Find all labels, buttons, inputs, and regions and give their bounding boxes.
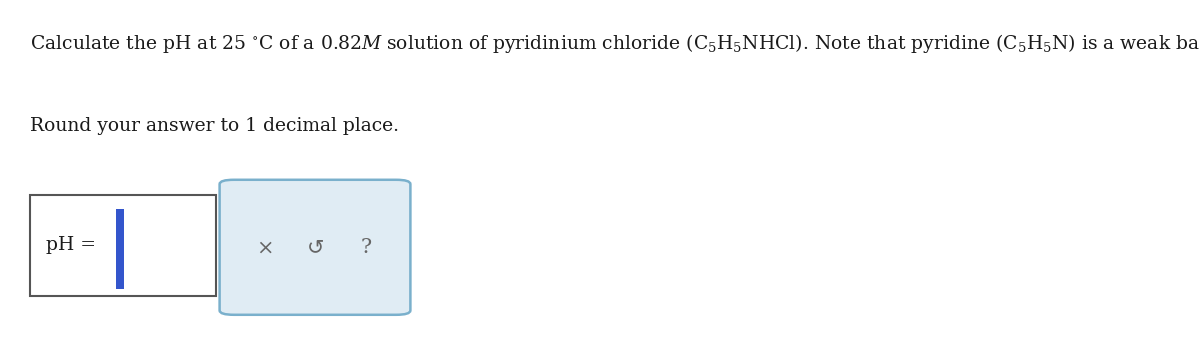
Text: ?: ?: [360, 238, 372, 257]
Text: Round your answer to 1 decimal place.: Round your answer to 1 decimal place.: [30, 117, 398, 135]
FancyBboxPatch shape: [116, 209, 124, 289]
Text: $\times$: $\times$: [256, 237, 272, 257]
Text: pH =: pH =: [46, 236, 102, 255]
Text: ↺: ↺: [307, 237, 324, 257]
FancyBboxPatch shape: [30, 195, 216, 296]
Text: Calculate the pH at 25 $^{\circ}$C of a 0.82$M$ solution of pyridinium chloride : Calculate the pH at 25 $^{\circ}$C of a …: [30, 32, 1200, 55]
FancyBboxPatch shape: [220, 180, 410, 315]
